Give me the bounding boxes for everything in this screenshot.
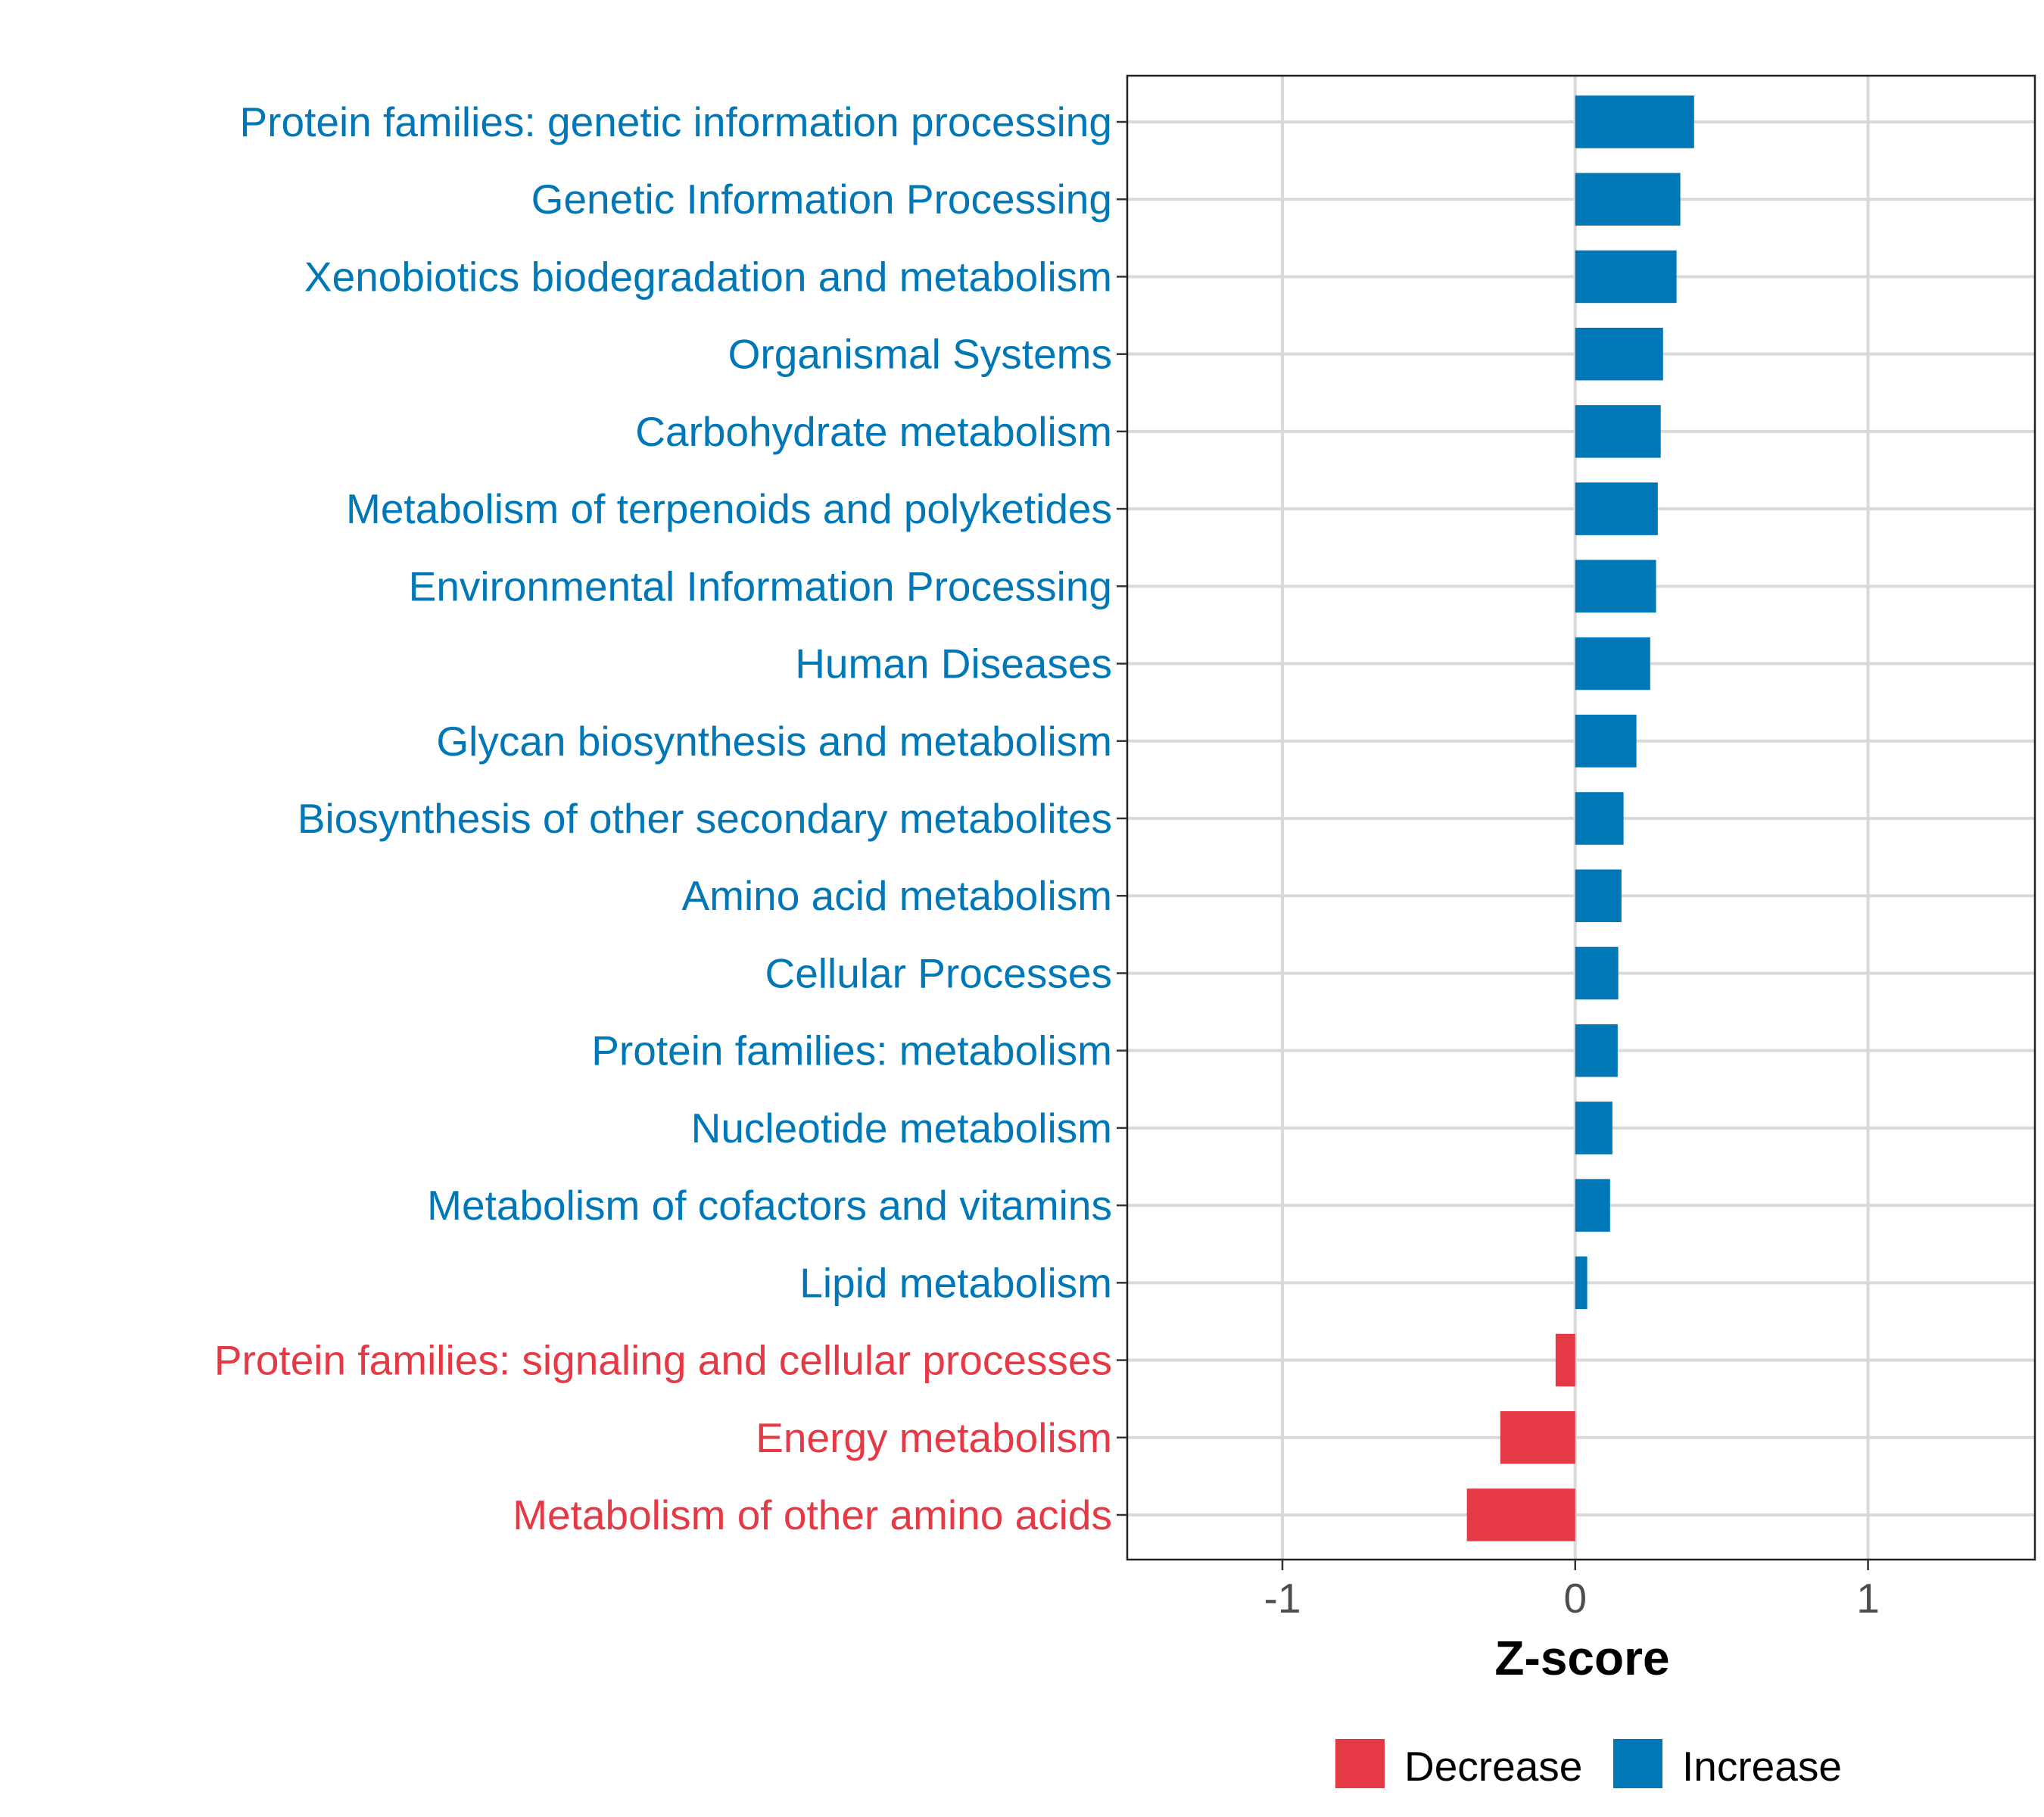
y-category-label: Carbohydrate metabolism bbox=[635, 408, 1112, 455]
bar bbox=[1575, 792, 1624, 845]
bar bbox=[1575, 327, 1663, 381]
bar bbox=[1575, 405, 1661, 458]
y-category-label: Amino acid metabolism bbox=[681, 872, 1112, 919]
y-category-label: Genetic Information Processing bbox=[531, 176, 1112, 223]
legend-label-decrease: Decrease bbox=[1404, 1743, 1582, 1790]
bar bbox=[1575, 250, 1677, 304]
bars bbox=[1466, 95, 1694, 1541]
bar bbox=[1575, 1102, 1612, 1155]
y-category-label: Nucleotide metabolism bbox=[691, 1105, 1112, 1152]
x-tick-label: -1 bbox=[1264, 1575, 1301, 1622]
y-category-label: Xenobiotics biodegradation and metabolis… bbox=[304, 253, 1112, 300]
y-category-label: Cellular Processes bbox=[765, 949, 1112, 996]
y-category-label: Glycan biosynthesis and metabolism bbox=[436, 718, 1112, 765]
y-category-label: Environmental Information Processing bbox=[409, 563, 1112, 609]
y-axis-labels: Protein families: genetic information pr… bbox=[214, 98, 1127, 1538]
y-category-label: Protein families: metabolism bbox=[591, 1027, 1112, 1074]
y-category-label: Metabolism of cofactors and vitamins bbox=[427, 1182, 1112, 1229]
y-category-label: Protein families: genetic information pr… bbox=[239, 98, 1112, 145]
legend-label-increase: Increase bbox=[1682, 1743, 1842, 1790]
bar bbox=[1575, 559, 1656, 613]
bar bbox=[1575, 715, 1637, 768]
bar bbox=[1466, 1488, 1575, 1541]
y-category-label: Metabolism of terpenoids and polyketides bbox=[346, 485, 1112, 532]
x-axis-ticks: -1 0 1 bbox=[1264, 1560, 1880, 1622]
bar bbox=[1555, 1333, 1575, 1387]
y-category-label: Organismal Systems bbox=[728, 331, 1112, 378]
y-category-label: Human Diseases bbox=[795, 640, 1112, 687]
bar bbox=[1575, 869, 1622, 922]
legend-swatch-increase bbox=[1613, 1739, 1662, 1788]
legend-swatch-decrease bbox=[1335, 1739, 1385, 1788]
bar bbox=[1575, 637, 1650, 690]
x-tick-label: 0 bbox=[1563, 1575, 1587, 1622]
bar bbox=[1575, 946, 1619, 1000]
bar bbox=[1575, 1179, 1610, 1232]
y-category-label: Biosynthesis of other secondary metaboli… bbox=[298, 795, 1112, 842]
y-category-label: Metabolism of other amino acids bbox=[513, 1491, 1112, 1538]
bar bbox=[1575, 482, 1658, 535]
x-tick-label: 1 bbox=[1856, 1575, 1880, 1622]
bar bbox=[1575, 1256, 1588, 1310]
y-category-label: Protein families: signaling and cellular… bbox=[214, 1337, 1112, 1384]
bar bbox=[1575, 173, 1681, 226]
x-axis-title: Z-score bbox=[1494, 1631, 1669, 1685]
y-category-label: Energy metabolism bbox=[756, 1414, 1112, 1461]
bar bbox=[1575, 95, 1694, 148]
bar bbox=[1575, 1024, 1618, 1077]
legend: Decrease Increase bbox=[1335, 1739, 1842, 1790]
y-category-label: Lipid metabolism bbox=[799, 1259, 1112, 1306]
bar bbox=[1500, 1411, 1575, 1464]
